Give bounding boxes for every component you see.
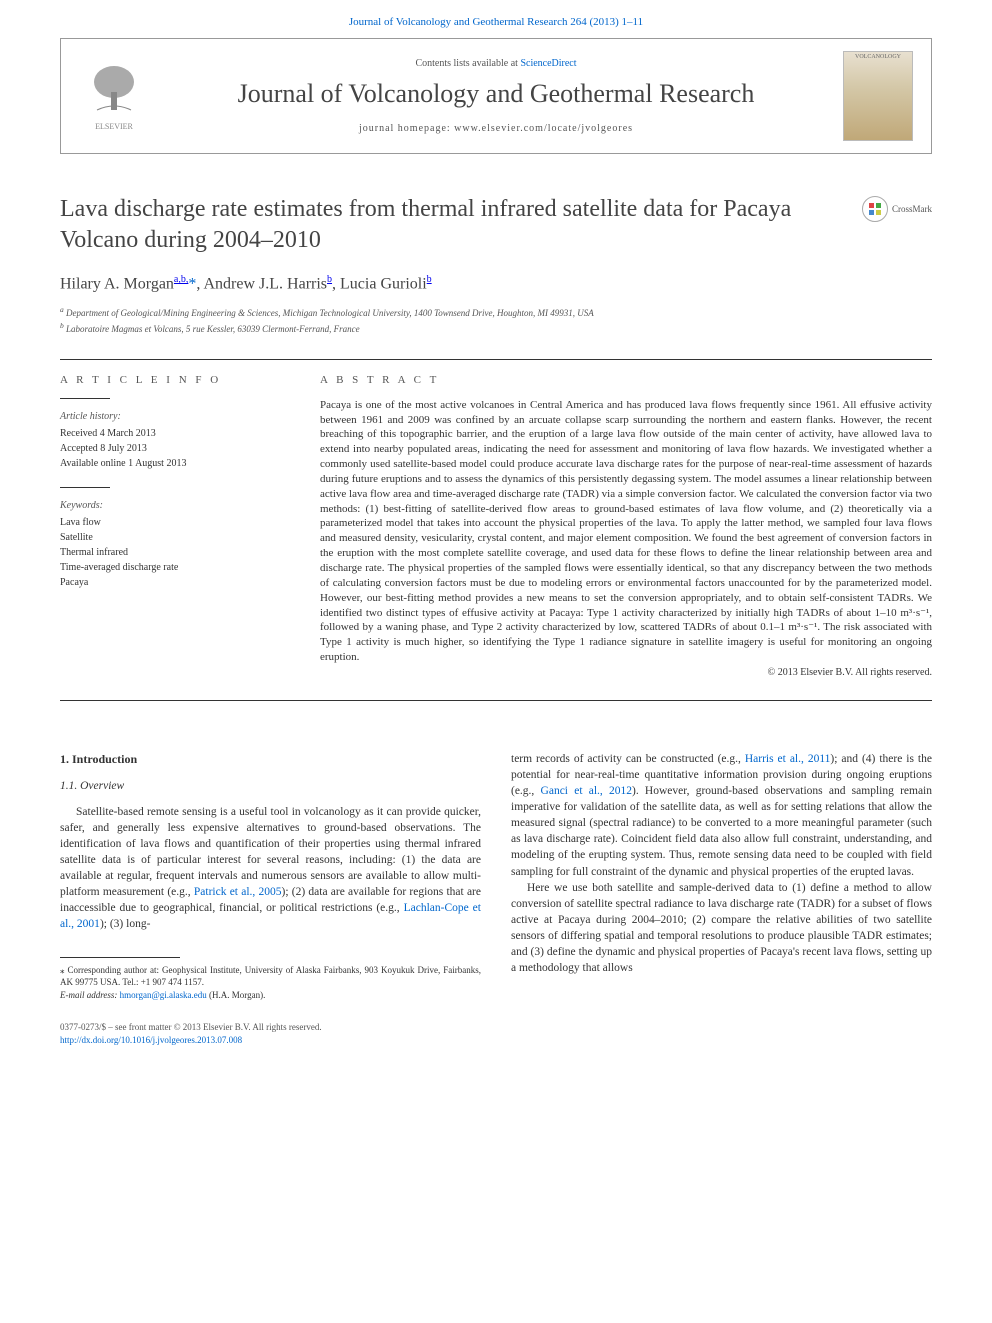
keywords-block: Keywords: Lava flow Satellite Thermal in… <box>60 498 280 590</box>
body-paragraph: Here we use both satellite and sample-de… <box>511 880 932 977</box>
body-right-column: term records of activity can be construc… <box>511 751 932 1001</box>
received-date: Received 4 March 2013 <box>60 426 280 441</box>
abstract-text: Pacaya is one of the most active volcano… <box>320 398 932 665</box>
info-heading: A R T I C L E I N F O <box>60 374 280 386</box>
email-suffix: (H.A. Morgan). <box>207 990 266 1000</box>
keyword-item: Time-averaged discharge rate <box>60 560 280 575</box>
homepage-line: journal homepage: www.elsevier.com/locat… <box>169 123 823 134</box>
body-paragraph: Satellite-based remote sensing is a usef… <box>60 804 481 933</box>
journal-cover-thumb: VOLCANOLOGY <box>843 51 913 141</box>
history-label: Article history: <box>60 409 280 424</box>
elsevier-logo: ELSEVIER <box>79 56 149 136</box>
sciencedirect-link[interactable]: ScienceDirect <box>520 58 576 69</box>
abstract-bottom-divider <box>60 700 932 701</box>
article-info: A R T I C L E I N F O Article history: R… <box>60 374 280 678</box>
front-matter-line: 0377-0273/$ – see front matter © 2013 El… <box>60 1021 932 1034</box>
abstract-copyright: © 2013 Elsevier B.V. All rights reserved… <box>320 667 932 678</box>
keyword-item: Pacaya <box>60 575 280 590</box>
elsevier-tree-icon <box>87 62 142 122</box>
journal-header: ELSEVIER Contents lists available at Sci… <box>60 38 932 154</box>
keyword-item: Satellite <box>60 530 280 545</box>
cover-label: VOLCANOLOGY <box>855 54 901 60</box>
subsection-heading: 1.1. Overview <box>60 778 481 794</box>
author-3: , Lucia Gurioli <box>332 276 427 293</box>
footer-meta: 0377-0273/$ – see front matter © 2013 El… <box>60 1021 932 1046</box>
title-row: Lava discharge rate estimates from therm… <box>60 194 932 256</box>
abstract: A B S T R A C T Pacaya is one of the mos… <box>320 374 932 678</box>
crossmark-label: CrossMark <box>892 204 932 214</box>
info-divider-1 <box>60 398 110 399</box>
ref-link[interactable]: Ganci et al., 2012 <box>541 785 632 797</box>
keyword-item: Thermal infrared <box>60 545 280 560</box>
footnote-divider <box>60 957 180 958</box>
body-paragraph: term records of activity can be construc… <box>511 751 932 880</box>
body-columns: 1. Introduction 1.1. Overview Satellite-… <box>60 751 932 1001</box>
ref-link[interactable]: Patrick et al., 2005 <box>194 886 282 898</box>
journal-citation-link[interactable]: Journal of Volcanology and Geothermal Re… <box>349 16 643 28</box>
email-line: E-mail address: hmorgan@gi.alaska.edu (H… <box>60 989 481 1002</box>
article-area: Lava discharge rate estimates from therm… <box>60 194 932 1001</box>
aff-link-a[interactable]: a,b, <box>174 274 188 285</box>
affiliation-a: a Department of Geological/Mining Engine… <box>60 304 932 321</box>
email-label: E-mail address: <box>60 990 120 1000</box>
info-divider-2 <box>60 487 110 488</box>
article-title: Lava discharge rate estimates from therm… <box>60 194 842 256</box>
corresponding-text: ⁎ Corresponding author at: Geophysical I… <box>60 964 481 989</box>
section-heading: 1. Introduction <box>60 751 481 768</box>
header-center: Contents lists available at ScienceDirec… <box>169 58 823 134</box>
author-2: , Andrew J.L. Harris <box>196 276 327 293</box>
contents-line: Contents lists available at ScienceDirec… <box>169 58 823 69</box>
online-date: Available online 1 August 2013 <box>60 456 280 471</box>
corresponding-footnote: ⁎ Corresponding author at: Geophysical I… <box>60 964 481 1002</box>
abstract-heading: A B S T R A C T <box>320 374 932 386</box>
elsevier-label: ELSEVIER <box>95 122 133 131</box>
info-abstract-row: A R T I C L E I N F O Article history: R… <box>60 374 932 678</box>
affiliations: a Department of Geological/Mining Engine… <box>60 304 932 337</box>
contents-prefix: Contents lists available at <box>415 58 520 69</box>
affiliation-b: b Laboratoire Magmas et Volcans, 5 rue K… <box>60 320 932 337</box>
keywords-label: Keywords: <box>60 498 280 513</box>
author-1: Hilary A. Morgan <box>60 276 174 293</box>
body-left-column: 1. Introduction 1.1. Overview Satellite-… <box>60 751 481 1001</box>
ref-link[interactable]: Harris et al., 2011 <box>745 753 831 765</box>
crossmark-badge[interactable]: CrossMark <box>862 194 932 224</box>
section-divider <box>60 359 932 360</box>
journal-name: Journal of Volcanology and Geothermal Re… <box>169 79 823 109</box>
article-history: Article history: Received 4 March 2013 A… <box>60 409 280 471</box>
keyword-item: Lava flow <box>60 515 280 530</box>
email-link[interactable]: hmorgan@gi.alaska.edu <box>120 990 207 1000</box>
crossmark-icon <box>862 196 888 222</box>
accepted-date: Accepted 8 July 2013 <box>60 441 280 456</box>
journal-citation-top: Journal of Volcanology and Geothermal Re… <box>0 0 992 38</box>
author-line: Hilary A. Morgana,b,*, Andrew J.L. Harri… <box>60 274 932 293</box>
doi-link[interactable]: http://dx.doi.org/10.1016/j.jvolgeores.2… <box>60 1035 242 1045</box>
aff-link-c[interactable]: b <box>427 274 432 285</box>
